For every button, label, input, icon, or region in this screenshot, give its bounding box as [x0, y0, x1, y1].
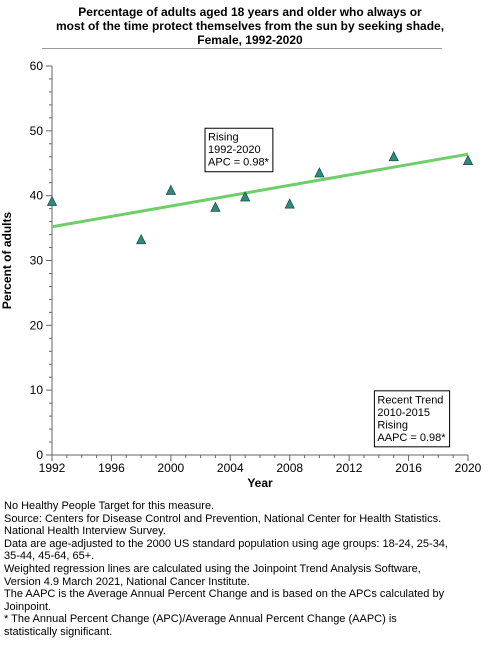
- annotation-box: [204, 127, 274, 173]
- x-tick-label: 2020: [455, 461, 482, 475]
- annotation-text: 1992-2020: [208, 144, 261, 156]
- data-point-marker: [210, 201, 221, 212]
- x-tick-label: 2012: [336, 461, 363, 475]
- footnotes: No Healthy People Target for this measur…: [4, 500, 488, 639]
- data-point-marker: [314, 167, 325, 178]
- data-point-marker: [135, 233, 147, 245]
- footnote-line: Source: Centers for Disease Control and …: [4, 512, 442, 525]
- chart-area: 0 10 20 30 40 50 60 1992 1996 2000 2004 2008 2012 201…: [0, 59, 482, 490]
- data-point-marker: [165, 184, 177, 195]
- trend-line: [51, 152, 469, 229]
- y-tick-label: 0: [36, 448, 43, 462]
- footnote-line: statistically significant.: [4, 625, 113, 638]
- footnote-line: National Health Interview Survey.: [4, 525, 166, 538]
- chart-title-line: Female, 1992-2020: [197, 33, 303, 47]
- footnote-line: Version 4.9 March 2021, National Cancer …: [4, 575, 250, 588]
- x-axis-label: Year: [247, 476, 273, 490]
- footnote-line: Data are age-adjusted to the 2000 US sta…: [4, 537, 448, 550]
- footnote-line: Joinpoint.: [4, 600, 52, 613]
- y-tick-label: 50: [30, 124, 44, 138]
- chart-title-line: Percentage of adults aged 18 years and o…: [78, 5, 422, 19]
- x-tick-label: 1996: [98, 461, 125, 475]
- annotation-text: APC = 0.98*: [208, 157, 270, 169]
- data-point-marker: [388, 150, 399, 162]
- data-point-marker: [46, 195, 58, 206]
- footnote-line: 35-44, 45-64, 65+.: [4, 550, 95, 563]
- annotation-text: Rising: [377, 419, 408, 431]
- footnote-line: * The Annual Percent Change (APC)/Averag…: [4, 613, 397, 626]
- annotation-text: AAPC = 0.98*: [377, 432, 446, 444]
- title-divider: [42, 48, 442, 49]
- chart-title: Percentage of adults aged 18 years and o…: [40, 5, 460, 47]
- footnote-line: The AAPC is the Average Annual Percent C…: [4, 588, 445, 601]
- annotation-text: 2010-2015: [377, 407, 430, 419]
- y-tick-label: 10: [30, 383, 44, 397]
- annotation-text: Recent Trend: [377, 394, 443, 406]
- data-point-marker: [239, 191, 251, 202]
- data-point-marker: [462, 154, 474, 166]
- x-tick-label: 1992: [39, 461, 66, 475]
- footnote-line: No Healthy People Target for this measur…: [4, 500, 215, 512]
- x-tick-label: 2016: [395, 461, 422, 475]
- annotation-box: [373, 390, 451, 448]
- footnote-line: Weighted regression lines are calculated…: [4, 562, 421, 575]
- annotation-text: Rising: [208, 132, 239, 144]
- x-tick-label: 2008: [276, 461, 303, 475]
- data-point-marker: [284, 198, 295, 209]
- x-tick-label: 2004: [217, 461, 244, 475]
- y-tick-label: 30: [30, 254, 44, 268]
- y-tick-label: 20: [30, 318, 44, 332]
- y-tick-label: 40: [30, 189, 44, 203]
- y-axis-label: Percent of adults: [0, 212, 14, 310]
- y-tick-label: 60: [30, 59, 44, 73]
- x-tick-label: 2000: [158, 461, 185, 475]
- chart-title-line: most of the time protect themselves from…: [55, 19, 445, 33]
